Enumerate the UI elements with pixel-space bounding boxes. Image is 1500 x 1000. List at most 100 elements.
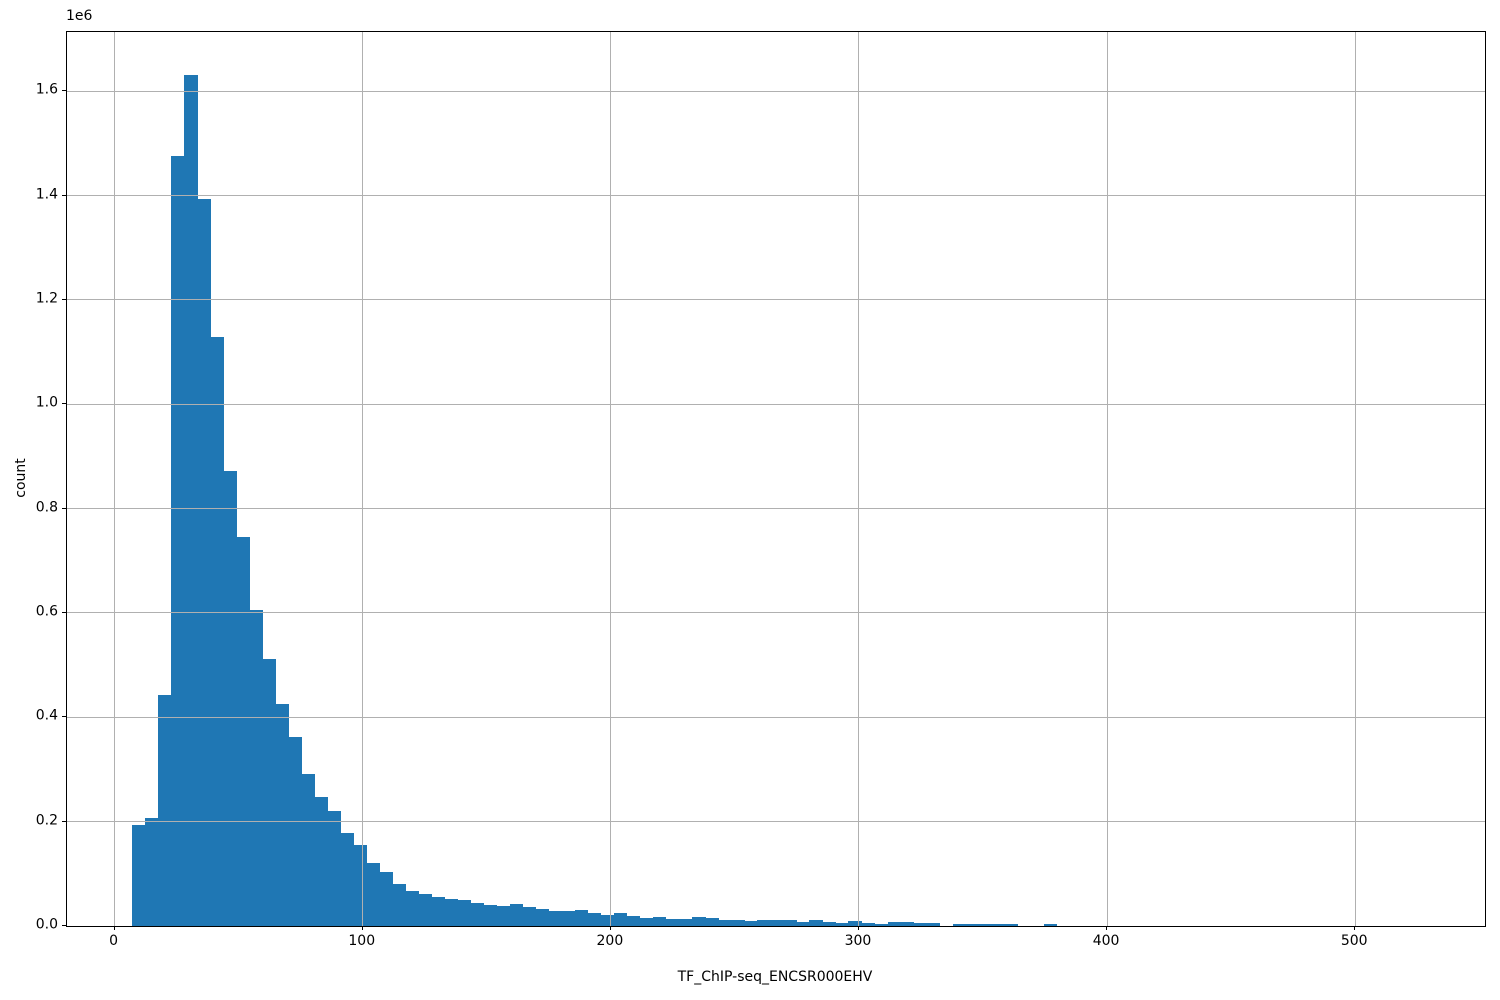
y-tick (62, 820, 66, 822)
histogram-bar (926, 922, 941, 926)
x-tick-label: 400 (1092, 933, 1120, 949)
y-tick-label: 1.0 (35, 394, 58, 411)
histogram-bar (522, 907, 537, 926)
histogram-bar (587, 913, 602, 926)
histogram-bar (900, 921, 914, 926)
histogram-bar (418, 893, 432, 926)
histogram-bar (301, 773, 315, 926)
histogram-bar (288, 736, 302, 926)
histogram-bar (705, 918, 719, 926)
gridline-horizontal (67, 716, 1485, 718)
histogram-bar (249, 610, 263, 926)
y-tick (62, 716, 66, 718)
histogram-bar (145, 817, 159, 926)
histogram-bar (509, 904, 524, 926)
y-tick (62, 925, 66, 926)
histogram-bar (132, 825, 146, 926)
histogram-bar (548, 910, 563, 926)
histogram-bar (692, 917, 706, 926)
gridline-horizontal (67, 299, 1485, 301)
histogram-bar (457, 900, 472, 926)
x-tick-label: 0 (109, 933, 119, 949)
histogram-bar (835, 922, 849, 926)
x-tick (361, 926, 363, 930)
histogram-bar (744, 920, 758, 926)
x-tick (1106, 926, 1108, 930)
y-axis-label: count (13, 458, 29, 498)
gridline-vertical (114, 32, 116, 926)
histogram-bar (965, 924, 980, 926)
x-tick (113, 926, 115, 930)
histogram-bar (483, 904, 498, 926)
gridline-vertical (362, 32, 364, 926)
histogram-bar (991, 924, 1006, 926)
y-tick-label: 0.4 (35, 707, 58, 724)
histogram-bar (640, 917, 654, 926)
x-tick-label: 200 (596, 933, 624, 949)
histogram-bar (184, 74, 198, 926)
gridline-vertical (1354, 32, 1356, 926)
y-tick (62, 611, 66, 613)
x-tick-label: 300 (844, 933, 872, 949)
histogram-bar (653, 916, 667, 926)
histogram-bar (861, 923, 875, 926)
histogram-bar (314, 797, 328, 926)
histogram-bar (600, 915, 615, 926)
y-tick-label: 0.2 (35, 812, 58, 829)
histogram-bar (561, 911, 576, 926)
y-tick (62, 90, 66, 92)
y-tick-label: 1.2 (35, 290, 58, 307)
histogram-bar (405, 890, 419, 926)
gridline-vertical (1106, 32, 1108, 926)
gridline-horizontal (67, 508, 1485, 510)
gridline-horizontal (67, 195, 1485, 197)
histogram-bar (236, 536, 250, 926)
histogram-bar (627, 916, 641, 926)
histogram-bar (731, 920, 745, 926)
histogram-bar (613, 912, 628, 926)
histogram-bar (796, 922, 810, 926)
histogram-bar (223, 470, 237, 926)
y-tick-label: 1.4 (35, 186, 58, 203)
histogram-bar (379, 871, 393, 926)
histogram-bar (158, 695, 172, 926)
y-tick (62, 298, 66, 300)
y-tick (62, 403, 66, 405)
y-tick-label: 0.0 (35, 916, 58, 933)
gridline-vertical (610, 32, 612, 926)
histogram-bar (353, 844, 367, 926)
histogram-bar (887, 921, 901, 926)
y-tick-label: 1.6 (35, 81, 58, 98)
histogram-bar (848, 921, 862, 926)
histogram-bar (431, 896, 446, 926)
y-tick-label: 0.8 (35, 499, 58, 516)
histogram-bar (496, 906, 511, 926)
histogram-bar (535, 909, 550, 926)
histogram-bar (1004, 924, 1019, 926)
histogram-bar (822, 921, 836, 926)
plot-area (66, 31, 1486, 927)
histogram-bar (1043, 924, 1058, 926)
histogram-bar (275, 704, 289, 926)
histogram-bar (171, 156, 185, 926)
histogram-bar (679, 919, 693, 926)
histogram-bar (444, 899, 459, 926)
gridline-horizontal (67, 90, 1485, 92)
x-tick (609, 926, 611, 930)
gridline-horizontal (67, 612, 1485, 614)
histogram-bar (952, 924, 967, 926)
gridline-horizontal (67, 821, 1485, 823)
histogram-bar (340, 832, 354, 926)
histogram-bar (392, 884, 406, 926)
histogram-bar (718, 919, 732, 926)
histogram-bar (874, 923, 888, 926)
histogram-bar (757, 920, 771, 926)
y-axis-offset-label: 1e6 (66, 8, 93, 24)
histogram-bar (978, 924, 993, 926)
histogram-bar (783, 920, 797, 926)
x-axis-label: TF_ChIP-seq_ENCSR000EHV (677, 969, 873, 985)
x-tick (1354, 926, 1356, 930)
y-tick-label: 0.6 (35, 603, 58, 620)
gridline-vertical (858, 32, 860, 926)
